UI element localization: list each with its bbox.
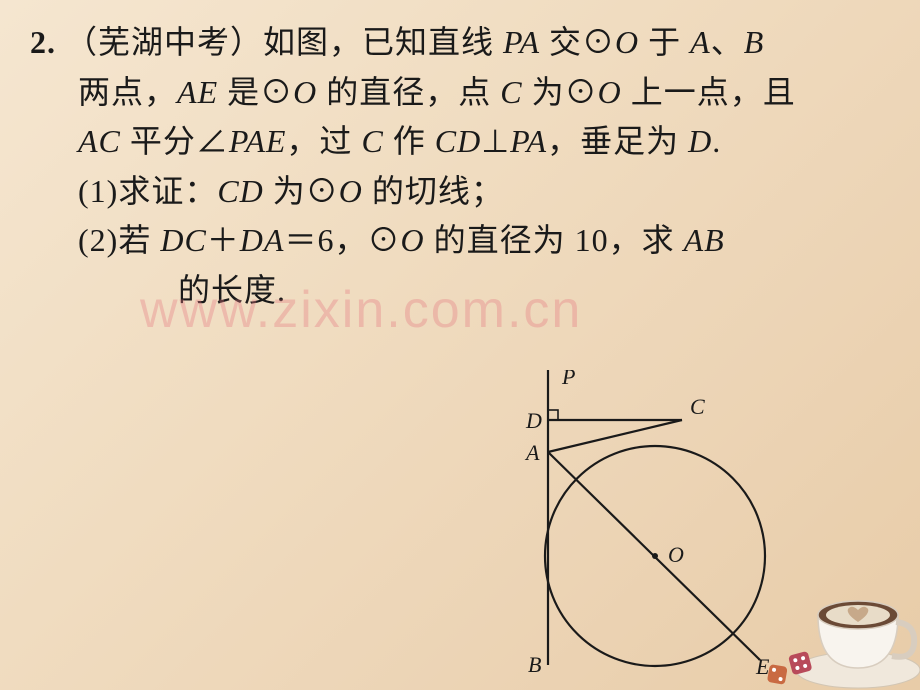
corner-decoration bbox=[740, 560, 920, 690]
label-o: O bbox=[668, 542, 684, 567]
perpendicular-mark bbox=[548, 410, 558, 420]
label-d: D bbox=[525, 408, 542, 433]
line-4: (1)求证：CD 为⊙O 的切线； bbox=[30, 167, 890, 217]
label-b: B bbox=[528, 652, 541, 677]
line-3: AC 平分∠PAE，过 C 作 CD⊥PA，垂足为 D. bbox=[30, 117, 890, 167]
center-dot bbox=[652, 553, 658, 559]
line-2: 两点，AE 是⊙O 的直径，点 C 为⊙O 上一点，且 bbox=[30, 68, 890, 118]
problem-text-block: 2. （芜湖中考）如图，已知直线 PA 交⊙O 于 A、B 两点，AE 是⊙O … bbox=[0, 0, 920, 316]
label-a: A bbox=[524, 440, 540, 465]
problem-number: 2. bbox=[30, 24, 56, 60]
line-1: 2. （芜湖中考）如图，已知直线 PA 交⊙O 于 A、B bbox=[30, 18, 890, 68]
line-5: (2)若 DC＋DA＝6，⊙O 的直径为 10，求 AB bbox=[30, 216, 890, 266]
label-c: C bbox=[690, 394, 705, 419]
text-segment: 如图，已知直线 PA 交⊙O 于 A、B bbox=[263, 24, 764, 60]
dice-orange bbox=[767, 664, 788, 685]
line-6: 的长度. bbox=[30, 266, 890, 316]
label-p: P bbox=[561, 370, 575, 389]
problem-source: （芜湖中考） bbox=[65, 24, 263, 60]
